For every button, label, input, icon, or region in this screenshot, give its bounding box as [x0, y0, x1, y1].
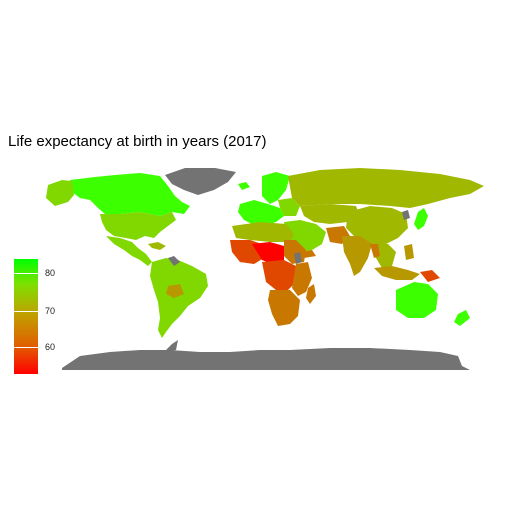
region-mexico-central-america [106, 236, 152, 266]
region-philippines [404, 244, 414, 260]
region-bolivia [166, 284, 184, 298]
legend-tick-label: 70 [45, 306, 56, 316]
region-antarctica [62, 348, 470, 370]
legend-tick-label: 80 [45, 268, 56, 278]
region-china [346, 206, 408, 244]
region-usa [100, 212, 176, 240]
region-new-zealand [454, 310, 470, 326]
region-eastern-europe [278, 198, 300, 216]
region-sahel [252, 242, 284, 264]
region-alaska [46, 180, 74, 206]
legend-tick-mark [14, 311, 38, 312]
legend-tick-mark [14, 273, 38, 274]
region-scandinavia [262, 172, 290, 204]
region-madagascar [306, 284, 316, 304]
region-russia [288, 168, 484, 208]
region-central-asia [300, 204, 360, 224]
region-papua-new-guinea [420, 270, 440, 282]
legend-color-bar [14, 259, 38, 374]
region-central-africa [262, 260, 298, 290]
region-guianas [168, 256, 180, 266]
legend-tick-label: 60 [45, 342, 56, 352]
region-east-africa [292, 262, 312, 296]
region-southern-africa [268, 290, 300, 326]
region-north-africa [232, 222, 294, 242]
region-iceland [238, 182, 250, 190]
region-north-korea [402, 210, 410, 220]
region-western-europe [238, 200, 284, 226]
region-myanmar [370, 244, 380, 258]
region-canada [70, 173, 190, 216]
region-japan [414, 208, 428, 230]
page-title: Life expectancy at birth in years (2017) [8, 133, 267, 150]
region-indonesia [374, 266, 420, 280]
legend-tick-mark [14, 347, 38, 348]
region-india [342, 236, 372, 276]
region-caribbean [148, 242, 166, 250]
region-greenland [165, 168, 236, 195]
region-somalia [294, 252, 302, 264]
region-south-america [150, 258, 208, 338]
region-antarctic-peninsula [164, 340, 178, 352]
region-australia [396, 282, 438, 318]
